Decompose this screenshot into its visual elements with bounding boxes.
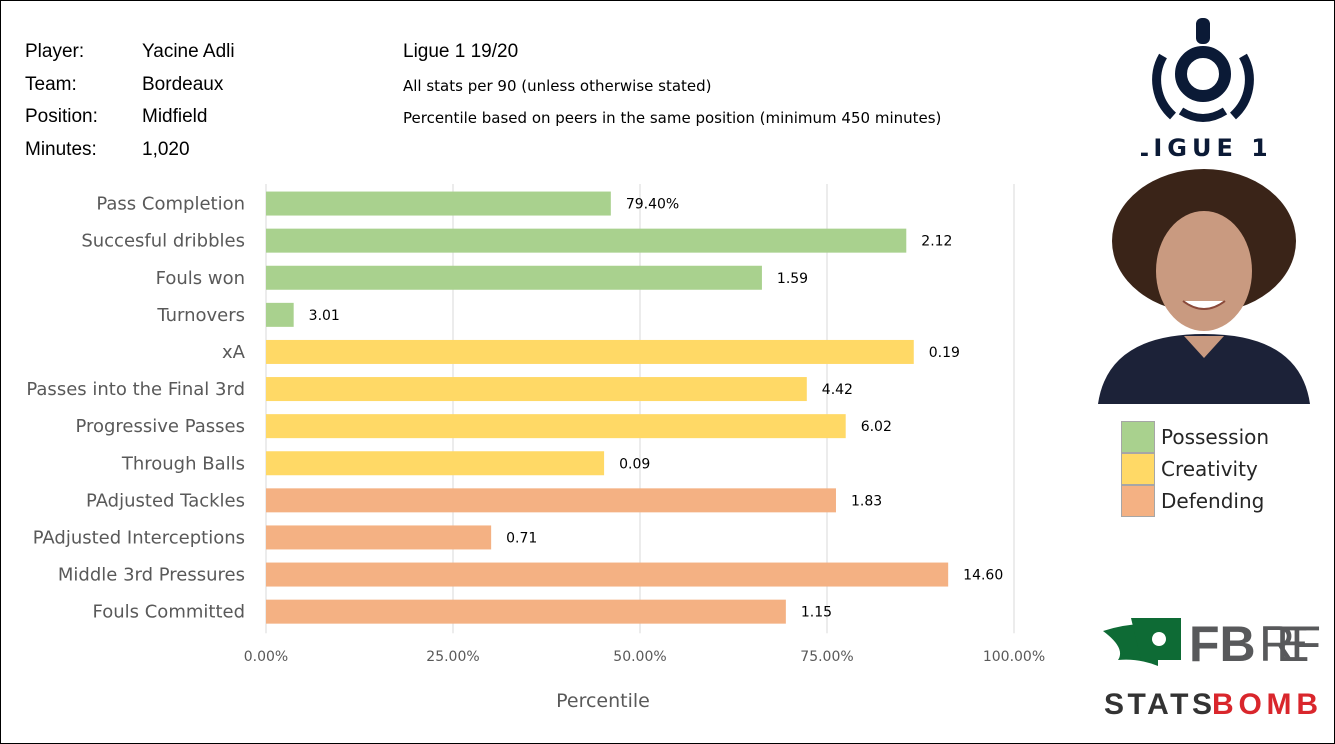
bar-possession bbox=[266, 265, 762, 290]
x-tick-label: 50.00% bbox=[613, 649, 666, 665]
svg-text:BOMB: BOMB bbox=[1212, 688, 1318, 719]
minutes-value: 1,020 bbox=[142, 139, 190, 160]
data-label: 79.40% bbox=[626, 197, 679, 213]
position-label: Position: bbox=[25, 106, 98, 127]
category-label: Progressive Passes bbox=[75, 416, 245, 437]
player-label: Player: bbox=[25, 41, 85, 62]
category-label: Turnovers bbox=[156, 305, 245, 326]
svg-text:STATS: STATS bbox=[1104, 688, 1212, 719]
x-axis-title: Percentile bbox=[556, 690, 650, 712]
data-label: 0.09 bbox=[619, 456, 650, 472]
legend-item-defending: Defending bbox=[1121, 485, 1269, 517]
category-label: Through Balls bbox=[121, 453, 245, 474]
legend-label: Defending bbox=[1161, 489, 1265, 513]
category-label: Fouls won bbox=[156, 268, 245, 289]
x-tick-label: 100.00% bbox=[983, 649, 1045, 665]
position-value: Midfield bbox=[142, 106, 208, 127]
bar-creativity bbox=[266, 339, 914, 364]
x-tick-label: 75.00% bbox=[800, 649, 853, 665]
data-label: 3.01 bbox=[309, 308, 340, 324]
legend-swatch bbox=[1121, 485, 1155, 517]
player-name: Yacine Adli bbox=[142, 41, 235, 62]
data-label: 14.60 bbox=[963, 568, 1003, 584]
svg-text:REF: REF bbox=[1259, 616, 1321, 668]
bar-defending bbox=[266, 525, 492, 550]
bar-creativity bbox=[266, 451, 605, 476]
note-percentile: Percentile based on peers in the same po… bbox=[403, 109, 942, 127]
ligue1-logo: LIGUE 1 bbox=[1141, 18, 1266, 161]
player-photo bbox=[1088, 161, 1320, 404]
fbref-logo: FB REF bbox=[1103, 616, 1321, 668]
legend-swatch bbox=[1121, 421, 1155, 453]
bar-defending bbox=[266, 488, 836, 513]
bar-creativity bbox=[266, 414, 846, 439]
data-label: 2.12 bbox=[921, 234, 952, 250]
season-title: Ligue 1 19/20 bbox=[403, 41, 519, 62]
bar-possession bbox=[266, 191, 611, 216]
x-tick-label: 0.00% bbox=[244, 649, 288, 665]
legend-item-creativity: Creativity bbox=[1121, 453, 1269, 485]
legend-item-possession: Possession bbox=[1121, 421, 1269, 453]
category-label: Pass Completion bbox=[96, 194, 245, 215]
category-label: Fouls Committed bbox=[93, 602, 246, 623]
category-label: PAdjusted Interceptions bbox=[33, 527, 245, 548]
svg-text:LIGUE 1: LIGUE 1 bbox=[1141, 134, 1266, 161]
data-label: 1.83 bbox=[851, 493, 882, 509]
category-label: Passes into the Final 3rd bbox=[26, 379, 245, 400]
legend: Possession Creativity Defending bbox=[1121, 421, 1269, 517]
data-label: 1.15 bbox=[801, 605, 832, 621]
statsbomb-logo: STATS BOMB bbox=[1104, 688, 1318, 719]
category-label: xA bbox=[222, 342, 246, 363]
x-tick-label: 25.00% bbox=[426, 649, 479, 665]
note-per90: All stats per 90 (unless otherwise state… bbox=[403, 77, 712, 95]
category-label: Middle 3rd Pressures bbox=[58, 565, 245, 586]
data-label: 6.02 bbox=[861, 419, 892, 435]
data-label: 4.42 bbox=[822, 382, 853, 398]
bar-possession bbox=[266, 302, 294, 327]
legend-label: Creativity bbox=[1161, 457, 1258, 481]
legend-swatch bbox=[1121, 453, 1155, 485]
bar-defending bbox=[266, 562, 949, 587]
legend-label: Possession bbox=[1161, 425, 1270, 449]
data-label: 0.19 bbox=[929, 345, 960, 361]
bar-creativity bbox=[266, 377, 807, 402]
data-label: 0.71 bbox=[506, 530, 537, 546]
bar-defending bbox=[266, 599, 786, 624]
svg-text:FB: FB bbox=[1189, 616, 1256, 668]
category-label: PAdjusted Tackles bbox=[86, 490, 245, 511]
minutes-label: Minutes: bbox=[25, 139, 97, 160]
bar-possession bbox=[266, 228, 907, 253]
team-label: Team: bbox=[25, 74, 77, 95]
team-name: Bordeaux bbox=[142, 74, 224, 95]
category-label: Succesful dribbles bbox=[81, 231, 245, 252]
data-label: 1.59 bbox=[777, 271, 808, 287]
